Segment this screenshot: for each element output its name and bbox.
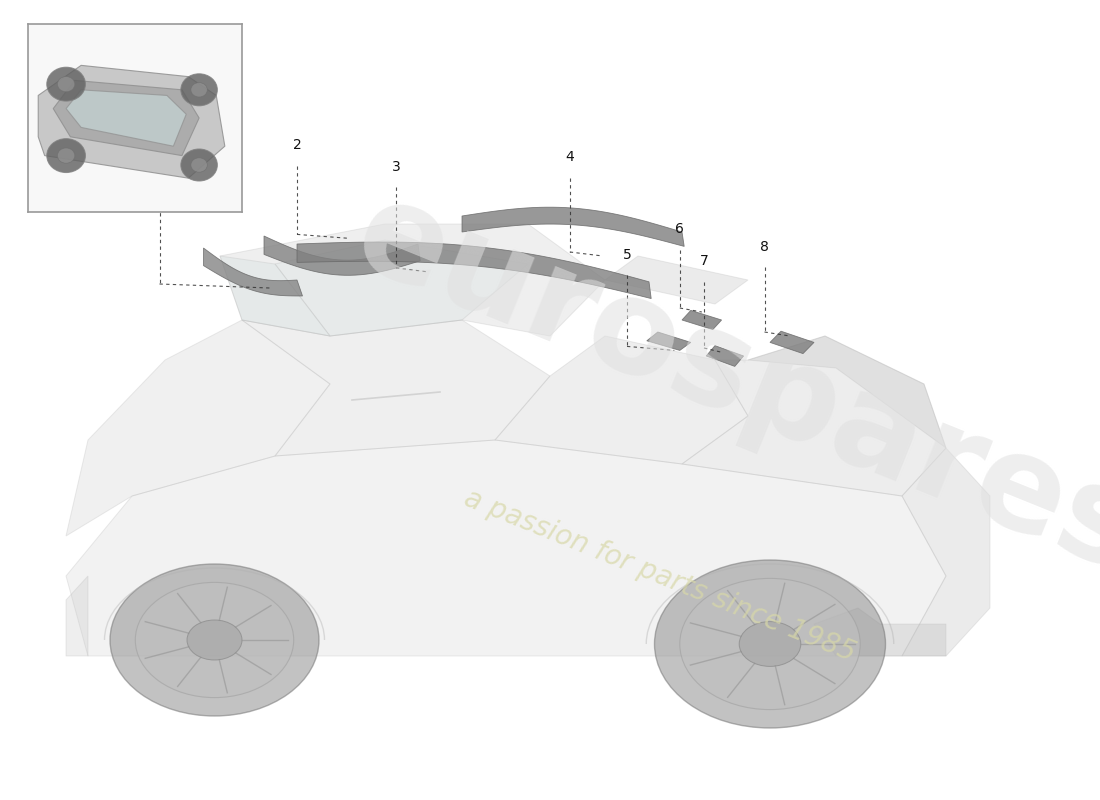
Polygon shape (242, 320, 550, 456)
Polygon shape (462, 207, 684, 246)
Circle shape (191, 158, 207, 172)
Text: a passion for parts since 1985: a passion for parts since 1985 (460, 485, 860, 667)
Circle shape (191, 82, 207, 97)
Polygon shape (814, 608, 946, 656)
Text: 7: 7 (700, 254, 708, 268)
Polygon shape (66, 320, 330, 536)
Polygon shape (748, 336, 946, 448)
Polygon shape (264, 236, 420, 275)
Polygon shape (66, 576, 88, 656)
Circle shape (187, 620, 242, 660)
Polygon shape (902, 448, 990, 656)
Polygon shape (297, 242, 651, 298)
Polygon shape (647, 332, 691, 350)
Polygon shape (220, 224, 605, 336)
Polygon shape (495, 336, 748, 464)
Circle shape (47, 67, 86, 101)
Circle shape (180, 74, 218, 106)
Polygon shape (770, 331, 814, 354)
Circle shape (654, 560, 886, 728)
Circle shape (57, 148, 75, 163)
Polygon shape (706, 346, 744, 366)
Polygon shape (39, 66, 224, 178)
Text: eurospares: eurospares (338, 169, 1100, 599)
Text: 2: 2 (293, 138, 301, 152)
Text: 8: 8 (760, 239, 769, 254)
Polygon shape (605, 256, 748, 304)
Polygon shape (682, 310, 722, 330)
Text: 5: 5 (623, 247, 631, 262)
Circle shape (110, 564, 319, 716)
Text: 1: 1 (155, 158, 164, 172)
Polygon shape (204, 248, 302, 296)
Text: 4: 4 (565, 150, 574, 164)
Polygon shape (220, 256, 330, 336)
Polygon shape (66, 90, 186, 146)
Circle shape (180, 149, 218, 181)
Polygon shape (66, 440, 946, 656)
Text: 3: 3 (392, 160, 400, 174)
Circle shape (135, 582, 294, 698)
Polygon shape (53, 80, 199, 155)
Circle shape (739, 622, 801, 666)
Circle shape (47, 138, 86, 173)
Circle shape (57, 77, 75, 92)
Text: 6: 6 (675, 222, 684, 236)
Polygon shape (275, 240, 528, 336)
Polygon shape (682, 336, 946, 496)
Circle shape (680, 578, 860, 710)
